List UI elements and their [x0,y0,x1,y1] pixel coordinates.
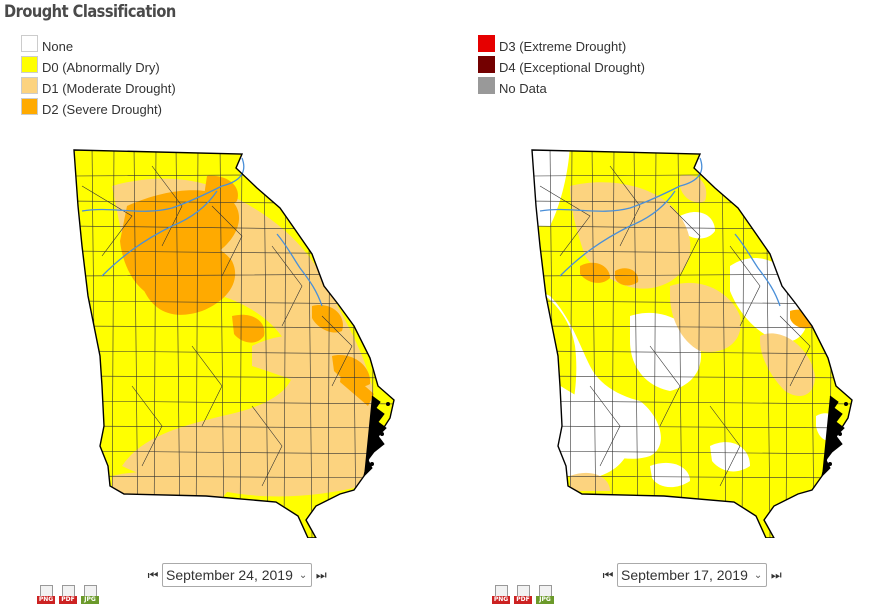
legend-label: None [42,39,74,54]
legend-swatch-d0 [21,56,38,73]
prev-arrows-icon[interactable]: ⏮ [602,567,614,582]
jpg-download-icon[interactable]: JPG [81,585,99,605]
legend-swatch-no-data [478,77,495,94]
legend-label: D1 (Moderate Drought) [42,81,176,96]
date-select-value: September 24, 2019 [166,567,293,583]
georgia-map-svg [73,149,395,538]
state-border [531,149,853,538]
legend-item-d4: D4 (Exceptional Drought) [478,54,645,75]
coastline-islands [821,395,848,477]
drought-map-current[interactable] [72,146,402,538]
jpg-download-icon[interactable]: JPG [536,585,554,605]
legend-item-none: None [21,33,176,54]
legend-swatch-d1 [21,77,38,94]
legend-right-column: D3 (Extreme Drought) D4 (Exceptional Dro… [478,33,645,96]
legend-label: D2 (Severe Drought) [42,102,162,117]
legend-item-d0: D0 (Abnormally Dry) [21,54,176,75]
legend-label: D3 (Extreme Drought) [499,39,627,54]
pdf-download-icon[interactable]: PDF [514,585,532,605]
legend-label: No Data [499,81,547,96]
next-arrows-icon[interactable]: ⏭ [315,567,327,582]
drought-layer [74,150,394,538]
legend-left-column: None D0 (Abnormally Dry) D1 (Moderate Dr… [21,33,176,117]
legend-label: D0 (Abnormally Dry) [42,60,160,75]
png-download-icon[interactable]: PNG [492,585,510,605]
legend-swatch-d2 [21,98,38,115]
date-nav-current: ⏮ September 24, 2019 ⌄ ⏭ [147,563,327,587]
county-borders [532,150,852,538]
legend-swatch-none [21,35,38,52]
state-border [73,149,395,538]
legend-item-d3: D3 (Extreme Drought) [478,33,645,54]
drought-layer [532,150,852,538]
drought-map-previous[interactable] [530,146,860,538]
legend-label: D4 (Exceptional Drought) [499,60,645,75]
chevron-down-icon: ⌄ [753,569,763,581]
coastline-islands [363,395,390,477]
date-select-current[interactable]: September 24, 2019 ⌄ [162,563,313,587]
date-nav-previous: ⏮ September 17, 2019 ⌄ ⏭ [602,563,782,587]
rivers [539,157,781,307]
png-download-icon[interactable]: PNG [37,585,55,605]
prev-arrows-icon[interactable]: ⏮ [147,567,159,582]
legend-item-no-data: No Data [478,75,645,96]
legend-swatch-d4 [478,56,495,73]
date-select-previous[interactable]: September 17, 2019 ⌄ [617,563,768,587]
legend-item-d2: D2 (Severe Drought) [21,96,176,117]
download-icons-current: PNG PDF JPG [37,585,99,605]
chevron-down-icon: ⌄ [298,569,308,581]
download-icons-previous: PNG PDF JPG [492,585,554,605]
legend-swatch-d3 [478,35,495,52]
rivers [81,157,323,307]
georgia-map-svg [531,149,853,538]
next-arrows-icon[interactable]: ⏭ [770,567,782,582]
pdf-download-icon[interactable]: PDF [59,585,77,605]
legend-title: Drought Classification [4,2,176,22]
date-select-value: September 17, 2019 [621,567,748,583]
legend-item-d1: D1 (Moderate Drought) [21,75,176,96]
